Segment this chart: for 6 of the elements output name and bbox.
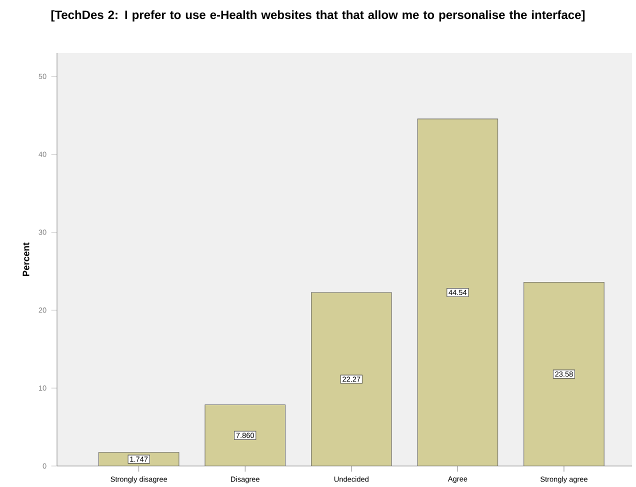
- bar: [204, 404, 286, 466]
- bar: [417, 118, 498, 466]
- chart-title: [TechDes 2: I prefer to use e-Health websites that that allow me to personalise the interface]: [51, 10, 585, 22]
- y-axis-title: Percent: [22, 242, 30, 276]
- bar: [311, 292, 392, 466]
- bar: [524, 282, 604, 466]
